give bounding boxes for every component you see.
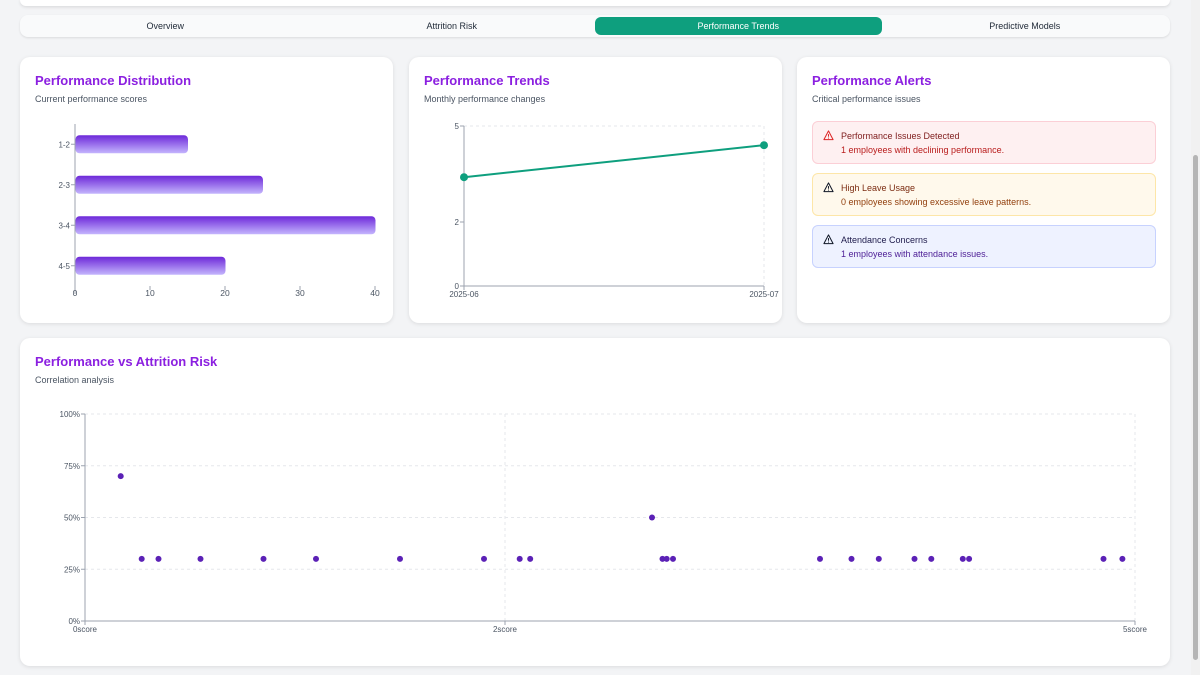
trend-point <box>460 173 468 182</box>
page-scrollbar[interactable] <box>1191 0 1200 675</box>
scatter-point <box>959 555 966 562</box>
scatter-point <box>397 555 403 562</box>
scatter-point <box>197 555 204 562</box>
y-tick-label: 5 <box>455 122 460 131</box>
tab-predictive-models[interactable]: Predictive Models <box>989 21 1061 31</box>
warning-icon <box>823 234 834 245</box>
scatter-point <box>663 555 670 562</box>
distribution-title: Performance Distribution <box>35 73 192 88</box>
x-tick-label: 30 <box>295 288 305 298</box>
alert-attendance: Attendance Concerns 1 employees with att… <box>812 225 1156 268</box>
trends-title: Performance Trends <box>424 73 550 88</box>
x-tick-label: 0 <box>73 288 78 298</box>
x-tick-label: 5score <box>1123 625 1148 634</box>
trends-card: Performance Trends Monthly performance c… <box>409 57 782 323</box>
scatter-point <box>817 555 823 562</box>
scatter-point <box>1119 555 1126 562</box>
scatter-title: Performance vs Attrition Risk <box>35 354 218 369</box>
scatter-point <box>138 555 145 562</box>
alert-high-leave: High Leave Usage 0 employees showing exc… <box>812 173 1156 216</box>
scatter-point <box>848 555 855 562</box>
x-tick-label: 2025-06 <box>449 290 479 299</box>
bar <box>75 135 188 154</box>
y-tick-label: 100% <box>60 410 80 419</box>
trend-line <box>463 144 765 179</box>
alert-title: Attendance Concerns <box>841 235 928 245</box>
y-tick-label: 75% <box>64 462 80 471</box>
warning-icon <box>823 182 834 193</box>
scatter-point <box>1100 555 1107 562</box>
x-tick-label: 20 <box>220 288 230 298</box>
scatter-point <box>928 555 935 562</box>
scatter-point <box>260 555 267 562</box>
scatter-subtitle: Correlation analysis <box>35 375 115 385</box>
y-tick-label: 0 <box>455 282 460 291</box>
alert-description: 1 employees with declining performance. <box>841 145 1005 155</box>
alert-description: 0 employees showing excessive leave patt… <box>841 197 1032 207</box>
distribution-card: Performance Distribution Current perform… <box>20 57 393 323</box>
scatter-point <box>527 555 534 562</box>
alert-description: 1 employees with attendance issues. <box>841 249 989 259</box>
scatter-card: Performance vs Attrition Risk Correlatio… <box>20 338 1170 666</box>
alerts-card: Performance Alerts Critical performance … <box>797 57 1170 323</box>
distribution-subtitle: Current performance scores <box>35 94 148 104</box>
tab-attrition-risk[interactable]: Attrition Risk <box>426 21 477 31</box>
x-tick-label: 2025-07 <box>749 290 779 299</box>
y-tick-label: 4-5 <box>58 262 70 271</box>
bar <box>75 256 226 275</box>
scatter-point <box>117 473 124 480</box>
scatter-point <box>481 555 487 562</box>
y-tick-label: 25% <box>64 565 80 574</box>
trends-chart: 0 2 5 2025-06 2025-07 <box>449 122 779 299</box>
y-tick-label: 1-2 <box>58 140 70 149</box>
y-tick-label: 50% <box>64 514 80 523</box>
warning-icon <box>823 130 834 141</box>
alert-performance-issues: Performance Issues Detected 1 employees … <box>812 121 1156 164</box>
y-tick-label: 0% <box>68 617 80 626</box>
trend-point <box>760 141 768 150</box>
scatter-point <box>966 555 973 562</box>
alerts-subtitle: Critical performance issues <box>812 94 921 104</box>
bar <box>75 175 263 194</box>
scatter-chart: 0% 25% 50% 75% 100% 0score 2score 5score <box>60 410 1148 634</box>
trends-subtitle: Monthly performance changes <box>424 94 546 104</box>
distribution-chart: 1-2 2-3 3-4 4-5 0 10 20 30 40 <box>58 124 380 298</box>
scatter-point <box>875 555 882 562</box>
alerts-title: Performance Alerts <box>812 73 932 88</box>
scatter-point <box>313 555 319 562</box>
y-tick-label: 3-4 <box>58 221 70 230</box>
y-tick-label: 2 <box>455 218 460 227</box>
tab-bar: Overview Attrition Risk Performance Tren… <box>20 15 1170 37</box>
x-tick-label: 0score <box>73 625 98 634</box>
scatter-point <box>155 555 162 562</box>
x-tick-label: 2score <box>493 625 518 634</box>
x-tick-label: 10 <box>145 288 155 298</box>
scrollbar-thumb[interactable] <box>1193 155 1198 660</box>
tab-overview[interactable]: Overview <box>146 21 184 31</box>
scatter-point <box>659 555 666 562</box>
scatter-point <box>670 555 676 562</box>
tab-performance-trends[interactable]: Performance Trends <box>595 17 882 35</box>
y-tick-label: 2-3 <box>58 181 70 190</box>
alert-title: High Leave Usage <box>841 183 916 193</box>
scatter-point <box>911 555 918 562</box>
top-panel-edge <box>20 0 1170 6</box>
bar <box>75 216 376 235</box>
x-tick-label: 40 <box>370 288 380 298</box>
alert-title: Performance Issues Detected <box>841 131 960 141</box>
scatter-point <box>516 555 523 562</box>
scatter-point <box>649 514 655 521</box>
